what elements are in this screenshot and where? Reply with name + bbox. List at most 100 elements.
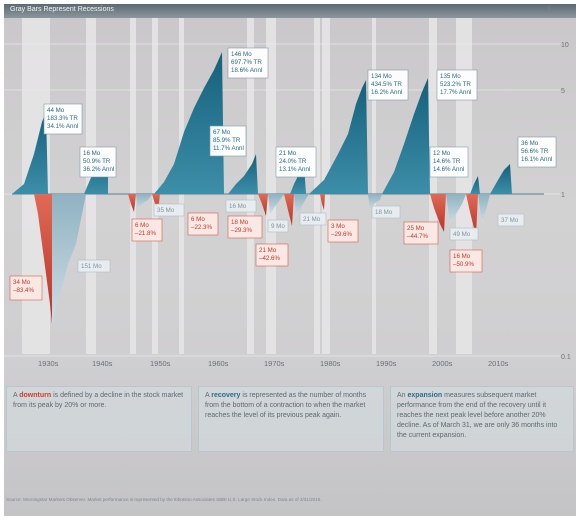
source-note: Source: Morningstar Markets Observer. Ma…	[6, 497, 322, 502]
expansion-label-text: 13.1% Annl	[279, 166, 310, 173]
recession-bar-10	[429, 18, 437, 354]
downturn-label-text: –29.6%	[331, 231, 352, 238]
recovery-pre: A	[205, 392, 212, 399]
expansion-label-box	[436, 69, 478, 101]
downturn-label-box	[227, 215, 263, 239]
expansion-area-2	[154, 52, 224, 194]
expansion-label-text: 36 Mo	[521, 140, 539, 147]
recovery-definition-panel: A recovery is represented as the number …	[198, 386, 384, 452]
x-tick-label: 1980s	[320, 359, 341, 368]
downturn-area-0	[34, 194, 52, 324]
expansion-label-text: 12 Mo	[433, 150, 451, 157]
expansion-label-text: 18.6% Annl	[231, 67, 262, 74]
downturn-area-6	[430, 194, 446, 232]
recovery-area-4	[368, 194, 382, 210]
expansion-label-text: 24.0% TR	[279, 158, 307, 165]
downturn-area-4	[284, 194, 294, 226]
recovery-label-text: 49 Mo	[453, 231, 471, 238]
expansion-label-text: 36.2% Annl	[83, 166, 114, 173]
recovery-label-box	[497, 213, 525, 227]
recovery-label-text: 18 Mo	[375, 209, 393, 216]
x-tick-label: 1990s	[376, 359, 397, 368]
expansion-area-5	[309, 80, 368, 194]
recovery-label-text: 151 Mo	[81, 263, 102, 270]
expansion-label-text: 56.6% TR	[521, 148, 549, 155]
expansion-label-text: 44 Mo	[47, 107, 65, 114]
expansion-label-text: 17.7% Annl	[440, 89, 471, 96]
recession-bar-6	[266, 18, 276, 354]
x-tick-label: 1940s	[92, 359, 113, 368]
y-tick-label: 0.1	[561, 354, 571, 361]
y-tick-label: 10	[561, 42, 569, 49]
recovery-label-box	[225, 199, 257, 213]
downturn-label-text: 21 Mo	[259, 247, 277, 254]
recovery-label-box	[267, 219, 289, 233]
expansion-label-text: 16.2% Annl	[371, 89, 402, 96]
downturn-label-text: 6 Mo	[191, 216, 205, 223]
recession-bar-7	[314, 18, 320, 354]
expansion-label-text: 14.6% TR	[433, 158, 461, 165]
recovery-label-text: 16 Mo	[229, 203, 247, 210]
recession-bar-2	[130, 18, 136, 354]
expansion-area-7	[470, 176, 480, 194]
downturn-label-text: –42.6%	[259, 255, 280, 262]
expansion-term: expansion	[407, 392, 443, 399]
downturn-label-text: 34 Mo	[13, 279, 31, 286]
expansion-label-text: 50.9% TR	[83, 158, 111, 165]
recession-bar-11	[456, 18, 472, 354]
expansion-label-text: 34.1% Annl	[47, 123, 78, 130]
expansion-label-box	[429, 146, 469, 178]
downturn-label-box	[131, 218, 163, 242]
recovery-label-box	[371, 205, 401, 219]
expansion-area-8	[490, 164, 512, 194]
y-unit-label: $	[547, 6, 551, 13]
downturn-area-7	[466, 194, 478, 236]
expansion-label-text: 11.7% Annl	[213, 145, 244, 152]
downturn-label-box	[187, 212, 219, 236]
x-tick-label: 1970s	[264, 359, 285, 368]
downturn-label-box	[327, 219, 359, 243]
expansion-label-text: 135 Mo	[440, 73, 461, 80]
expansion-label-box	[43, 103, 83, 135]
downturn-label-text: 6 Mo	[135, 222, 149, 229]
downturn-label-text: 3 Mo	[331, 223, 345, 230]
expansion-label-box	[517, 136, 557, 168]
expansion-label-text: 183.3% TR	[47, 115, 78, 122]
downturn-label-box	[449, 249, 483, 273]
recovery-label-text: 35 Mo	[157, 207, 175, 214]
expansion-label-text: 434.5% TR	[371, 81, 402, 88]
recession-bar-9	[372, 18, 376, 354]
downturn-label-text: 25 Mo	[407, 225, 425, 232]
downturn-text: is defined by a decline in the stock mar…	[13, 392, 184, 409]
y-tick-label: 5	[561, 88, 565, 95]
expansion-label-box	[227, 47, 269, 79]
expansion-label-box	[79, 146, 117, 178]
expansion-pre: An	[397, 392, 408, 399]
recovery-area-2	[268, 194, 284, 214]
x-tick-label: 1950s	[150, 359, 171, 368]
expansion-area-6	[382, 78, 430, 194]
recovery-label-box	[153, 203, 185, 217]
recovery-area-1	[136, 194, 152, 210]
downturn-label-box	[403, 221, 439, 245]
recovery-text: is represented as the number of months f…	[205, 392, 367, 419]
downturn-label-text: –50.9%	[453, 261, 474, 268]
recession-legend-note: Gray Bars Represent Recessions	[10, 6, 114, 13]
expansion-label-text: 14.6% Annl	[433, 166, 464, 173]
expansion-label-text: 16 Mo	[83, 150, 101, 157]
recovery-label-box	[77, 259, 111, 273]
expansion-label-text: 134 Mo	[371, 73, 392, 80]
x-tick-label: 2010s	[488, 359, 509, 368]
recession-bar-3	[152, 18, 158, 354]
downturn-label-text: 16 Mo	[453, 253, 471, 260]
expansion-label-box	[275, 146, 317, 178]
recovery-label-text: 37 Mo	[501, 217, 519, 224]
recovery-label-text: 9 Mo	[271, 223, 285, 230]
x-tick-label: 1960s	[208, 359, 229, 368]
downturn-label-text: 18 Mo	[231, 219, 249, 226]
expansion-label-text: 21 Mo	[279, 150, 297, 157]
expansion-label-text: 16.1% Annl	[521, 156, 552, 163]
downturn-label-box	[255, 243, 289, 267]
